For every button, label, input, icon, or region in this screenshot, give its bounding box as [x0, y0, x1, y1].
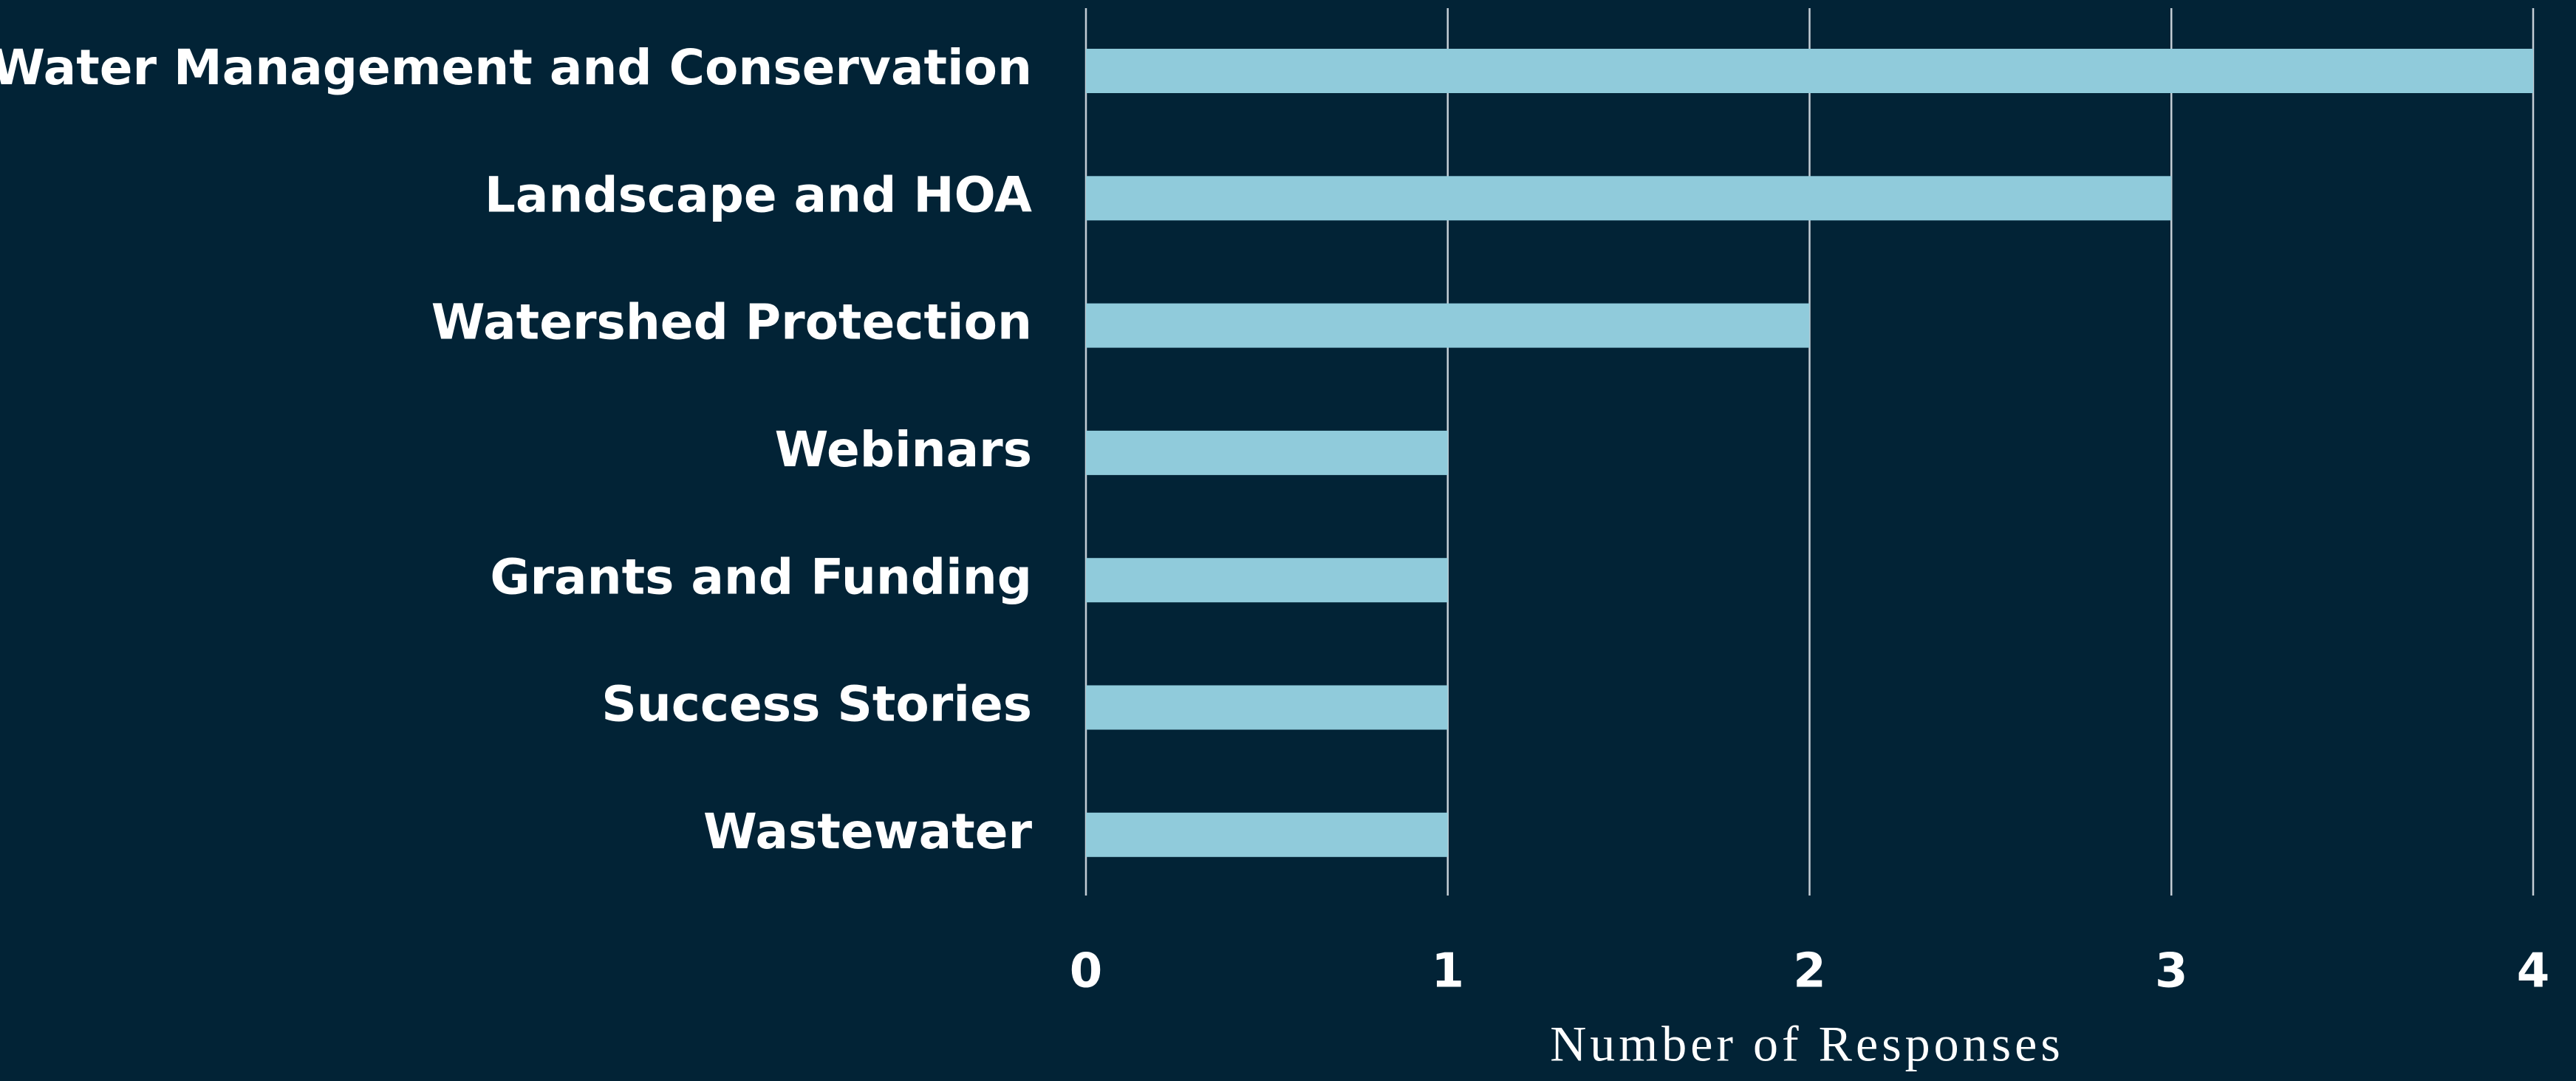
y-tick-label: Water Management and Conservation	[0, 39, 1032, 96]
bar	[1086, 558, 1448, 603]
y-tick-label: Landscape and HOA	[485, 166, 1032, 223]
y-tick-label: Wastewater	[703, 803, 1032, 860]
y-tick-label: Success Stories	[601, 676, 1032, 733]
x-tick-label: 2	[1793, 944, 1826, 999]
x-tick-label: 3	[2155, 944, 2188, 999]
bar	[1086, 176, 2172, 221]
bar	[1086, 430, 1448, 475]
x-tick-label: 4	[2517, 944, 2550, 999]
y-tick-label: Watershed Protection	[431, 294, 1032, 351]
y-tick-label: Webinars	[775, 421, 1032, 478]
bar	[1086, 303, 1810, 348]
y-tick-label: Grants and Funding	[490, 548, 1032, 605]
bar	[1086, 49, 2533, 93]
x-axis-title: Number of Responses	[1550, 1016, 2064, 1072]
x-tick-label: 0	[1070, 944, 1103, 999]
x-tick-label: 1	[1431, 944, 1464, 999]
bar	[1086, 685, 1448, 730]
bar	[1086, 812, 1448, 857]
